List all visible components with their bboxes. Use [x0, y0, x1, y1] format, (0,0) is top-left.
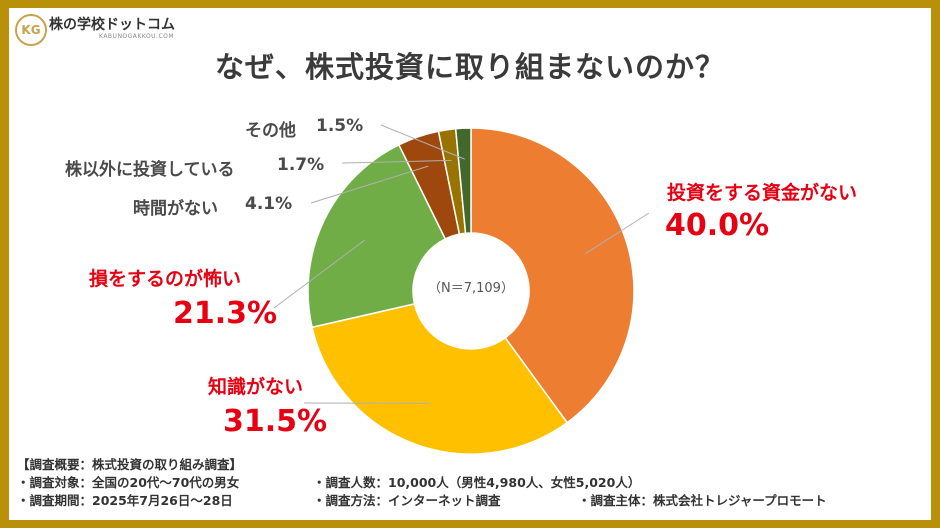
survey-method: ・調査方法：インターネット調査 [313, 493, 501, 508]
label-other-assets: 株以外に投資している [65, 160, 235, 180]
value-other: 1.5% [316, 116, 364, 136]
label-fear: 損をするのが怖い [89, 268, 242, 290]
label-other: その他 [245, 121, 296, 141]
center-label: （N＝7,109） [428, 281, 514, 296]
slice-other [454, 127, 472, 235]
brand-sub: KABUNOGAKKOU.COM [99, 33, 175, 40]
leader-no-time [310, 165, 429, 204]
survey-organizer: ・調査主体：株式会社トレジャープロモート [578, 493, 827, 508]
donut-chart: （N＝7,109） [273, 124, 650, 455]
slide-frame: KG 株の学校ドットコム KABUNOGAKKOU.COM なぜ、株式投資に取り… [9, 8, 931, 520]
value-no-time: 4.1% [245, 194, 293, 214]
survey-period: ・調査期間：2025年7月26日～28日 [17, 493, 233, 508]
value-fear: 21.3% [173, 296, 278, 331]
brand-logo: KG 株の学校ドットコム KABUNOGAKKOU.COM [15, 12, 175, 52]
label-no-time: 時間がない [133, 199, 218, 219]
slice-no-funds [470, 127, 635, 424]
label-knowledge: 知識がない [208, 376, 304, 398]
survey-count: ・調査人数：10,000人（男性4,980人、女性5,020人） [313, 475, 641, 490]
slice-knowledge [311, 303, 569, 455]
leader-other [380, 124, 465, 160]
value-no-funds: 40.0% [665, 208, 770, 243]
value-other-assets: 1.7% [277, 155, 325, 175]
survey-target: ・調査対象：全国の20代～70代の男女 [17, 475, 240, 490]
leader-no-funds [584, 212, 650, 255]
label-no-funds: 投資をする資金がない [667, 182, 858, 204]
survey-heading: 【調査概要：株式投資の取り組み調査】 [17, 457, 243, 472]
brand-mark-icon: KG [15, 14, 47, 46]
chart-title: なぜ、株式投資に取り組まないのか？ [214, 50, 725, 84]
leader-fear [273, 239, 365, 309]
value-knowledge: 31.5% [223, 404, 328, 439]
slice-fear [307, 143, 447, 329]
brand-name: 株の学校ドットコム [49, 17, 175, 33]
leader-other-assets [341, 159, 452, 164]
